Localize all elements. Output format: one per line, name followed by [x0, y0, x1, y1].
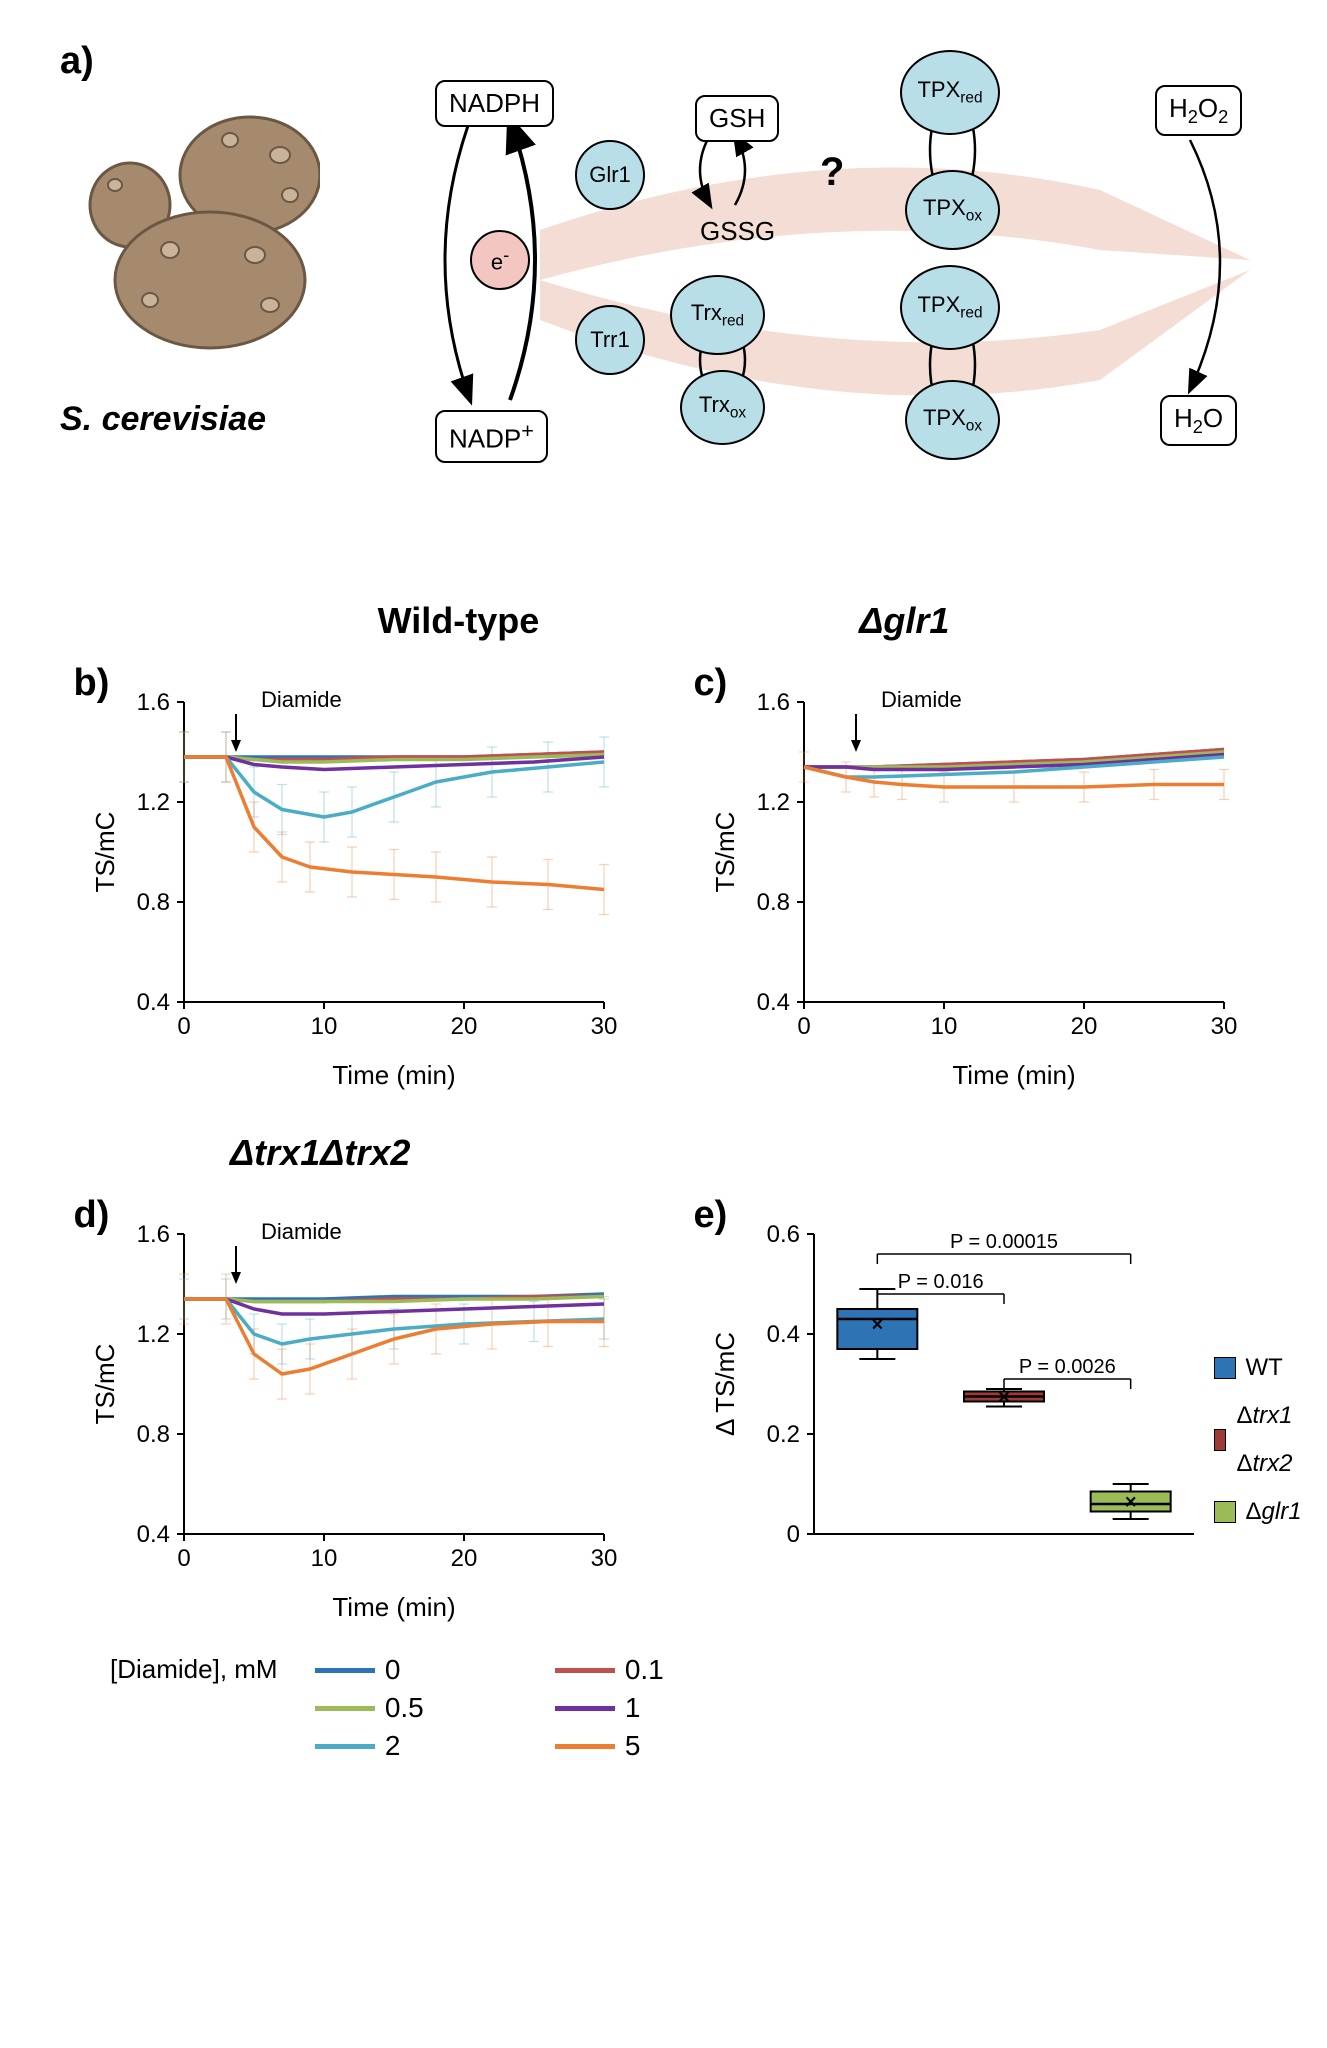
svg-text:1.2: 1.2 [756, 789, 789, 816]
title-wildtype: Wild-type [378, 600, 540, 642]
panel-a: a) S. cerevisiae [60, 40, 1267, 560]
svg-text:1.6: 1.6 [136, 689, 169, 716]
node-electron: e- [470, 230, 530, 290]
node-gsh: GSH [695, 95, 779, 142]
legend-e-item: Δtrx1 Δtrx2 [1214, 1392, 1302, 1488]
svg-text:TS/mC: TS/mC [710, 812, 740, 893]
node-tpx-ox-upper: TPXox [905, 170, 1000, 250]
panel-d-label: d) [74, 1194, 110, 1237]
node-h2o2: H2O2 [1155, 85, 1242, 136]
svg-text:×: × [871, 1314, 883, 1336]
svg-text:×: × [1124, 1492, 1136, 1514]
svg-text:0.4: 0.4 [756, 989, 789, 1016]
chart-c: 0 10 20 30 0.4 0.8 1.2 1.6 Time (min) TS/mC Diamid… [704, 672, 1244, 1092]
legend-title: [Diamide], mM [110, 1654, 278, 1684]
row1-titles: Wild-type Δglr1 [60, 600, 1267, 642]
species-label: S. cerevisiae [60, 400, 266, 439]
pathway-diagram: NADPH NADP+ e- Glr1 Trr1 GSH GSSG Trxred… [380, 60, 1327, 480]
svg-text:Time (min): Time (min) [952, 1060, 1075, 1090]
legend-conc-item: 0.5 [315, 1692, 515, 1724]
svg-text:Time (min): Time (min) [332, 1060, 455, 1090]
node-glr1: Glr1 [575, 140, 645, 210]
svg-text:0.8: 0.8 [756, 889, 789, 916]
node-h2o: H2O [1160, 395, 1237, 446]
svg-text:Diamide: Diamide [881, 687, 962, 712]
legend-conc-item: 0.1 [555, 1654, 755, 1686]
legend-conc-item: 5 [555, 1730, 755, 1762]
svg-text:30: 30 [1210, 1013, 1237, 1040]
svg-text:10: 10 [310, 1013, 337, 1040]
legend-conc-item: 1 [555, 1692, 755, 1724]
svg-text:0.2: 0.2 [766, 1421, 799, 1448]
panel-c: c) 01020300.40.81.21.6Time (min)TS/mCDia… [704, 672, 1244, 1092]
svg-text:0: 0 [177, 1545, 190, 1572]
svg-text:20: 20 [450, 1545, 477, 1572]
node-gssg: GSSG [688, 210, 787, 253]
svg-text:TS/mC: TS/mC [90, 812, 120, 893]
svg-text:P = 0.016: P = 0.016 [897, 1271, 983, 1293]
node-tpx-ox-lower: TPXox [905, 380, 1000, 460]
row2-title-wrap: Δtrx1Δtrx2 [230, 1132, 1267, 1174]
charts-row-1: b) 01020300.40.81.21.6Time (min)TS/mCDia… [60, 672, 1267, 1092]
question-mark: ? [820, 150, 844, 195]
svg-text:0.4: 0.4 [136, 1521, 169, 1548]
node-trx-ox: Trxox [680, 370, 765, 445]
svg-text:1.6: 1.6 [136, 1221, 169, 1248]
panel-a-label: a) [60, 40, 94, 83]
panel-d: d) 01020300.40.81.21.6Time (min)TS/mCDia… [84, 1204, 624, 1624]
node-nadp: NADP+ [435, 410, 548, 463]
panel-c-label: c) [694, 662, 728, 705]
panel-b-label: b) [74, 662, 110, 705]
legend-conc-item: 2 [315, 1730, 515, 1762]
node-tpx-red-lower: TPXred [900, 265, 1000, 350]
svg-text:10: 10 [310, 1545, 337, 1572]
svg-text:0: 0 [786, 1521, 799, 1548]
svg-text:30: 30 [590, 1013, 617, 1040]
node-tpx-red-upper: TPXred [900, 50, 1000, 135]
svg-text:P = 0.00015: P = 0.00015 [949, 1231, 1057, 1253]
panel-e-label: e) [694, 1194, 728, 1237]
panel-e: e) 00.20.40.6Δ TS/mC×××P = 0.016P = 0.00… [704, 1204, 1244, 1624]
svg-text:Diamide: Diamide [261, 1219, 342, 1244]
svg-text:Δ TS/mC: Δ TS/mC [710, 1332, 740, 1436]
chart-d: 0 10 20 30 0.4 0.8 1.2 1.6 Time (min) TS/mC Diamid… [84, 1204, 624, 1624]
figure: a) S. cerevisiae [0, 0, 1327, 1802]
svg-text:0.4: 0.4 [136, 989, 169, 1016]
charts-row-2: d) 01020300.40.81.21.6Time (min)TS/mCDia… [60, 1204, 1267, 1624]
node-trr1: Trr1 [575, 305, 645, 375]
svg-text:0.6: 0.6 [766, 1221, 799, 1248]
legend-conc-item: 0 [315, 1654, 515, 1686]
legend-e-item: WT [1214, 1344, 1302, 1392]
node-nadph: NADPH [435, 80, 554, 127]
svg-text:Diamide: Diamide [261, 687, 342, 712]
svg-text:0: 0 [177, 1013, 190, 1040]
node-trx-red: Trxred [670, 275, 765, 355]
svg-text:1.6: 1.6 [756, 689, 789, 716]
svg-text:0.4: 0.4 [766, 1321, 799, 1348]
panel-b: b) 01020300.40.81.21.6Time (min)TS/mCDia… [84, 672, 624, 1092]
svg-text:Time (min): Time (min) [332, 1592, 455, 1622]
title-dglr1: Δglr1 [859, 600, 949, 642]
svg-text:20: 20 [450, 1013, 477, 1040]
svg-text:0.8: 0.8 [136, 1421, 169, 1448]
legend-e: WTΔtrx1 Δtrx2Δglr1 [1214, 1344, 1302, 1536]
svg-text:20: 20 [1070, 1013, 1097, 1040]
concentration-legend: [Diamide], mM 0 0.1 0.5 1 2 5 [110, 1654, 1267, 1762]
svg-text:1.2: 1.2 [136, 1321, 169, 1348]
chart-e: 0 0.2 0.4 0.6 Δ TS/mC × × × P = 0.016 P = 0.0026 P… [704, 1204, 1244, 1604]
title-dtrx: Δtrx1Δtrx2 [230, 1132, 410, 1174]
legend-swatches: 0 0.1 0.5 1 2 5 [315, 1654, 835, 1762]
svg-text:P = 0.0026: P = 0.0026 [1018, 1356, 1115, 1378]
svg-text:TS/mC: TS/mC [90, 1344, 120, 1425]
chart-b: 0 10 20 30 0.4 0.8 1.2 1.6 Time (min) TS/mC Diamid… [84, 672, 624, 1092]
svg-text:×: × [998, 1387, 1010, 1409]
svg-text:0: 0 [797, 1013, 810, 1040]
legend-e-item: Δglr1 [1214, 1488, 1302, 1536]
yeast-cells-icon [80, 100, 320, 360]
svg-text:10: 10 [930, 1013, 957, 1040]
svg-text:0.8: 0.8 [136, 889, 169, 916]
svg-text:30: 30 [590, 1545, 617, 1572]
svg-text:1.2: 1.2 [136, 789, 169, 816]
